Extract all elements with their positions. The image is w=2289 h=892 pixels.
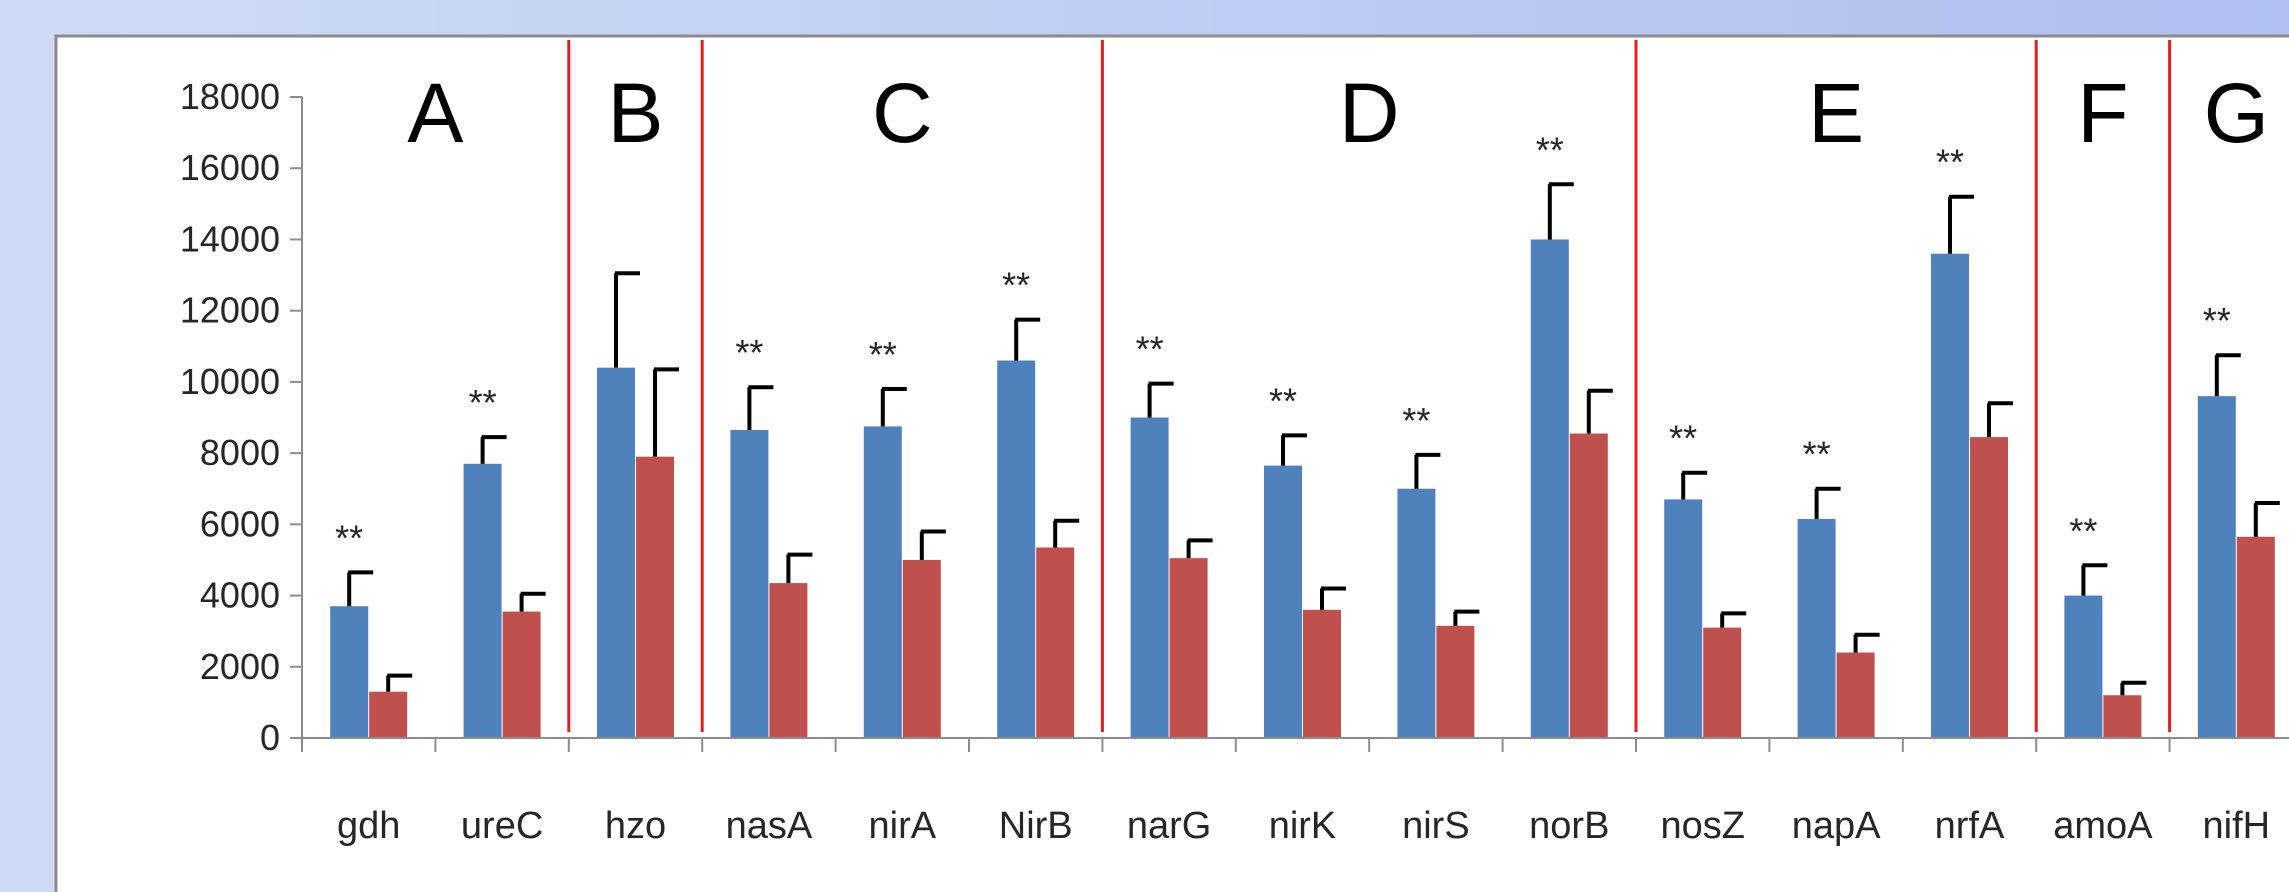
significance-marker: **	[1536, 129, 1564, 170]
significance-marker: **	[2203, 300, 2231, 341]
significance-marker: **	[1136, 329, 1164, 370]
group-label: F	[2077, 66, 2128, 160]
axes: 0 2000 4000 6000 8000 10000 12000 14000 16000 180…	[180, 76, 2289, 758]
x-tick-label: NirB	[999, 805, 1073, 847]
labels: gdh ureC hzo nasA nirA NirB narG nirK nirS norB no…	[335, 66, 2270, 847]
group-label: E	[1808, 66, 1864, 160]
y-tick-label: 0	[260, 717, 280, 758]
significance-marker: **	[1402, 400, 1430, 441]
bar	[1436, 625, 1475, 738]
bar	[1703, 627, 1742, 738]
bar	[2103, 695, 2142, 738]
bar	[2236, 536, 2275, 738]
x-tick-label: amoA	[2053, 805, 2153, 847]
y-tick-label: 6000	[200, 503, 280, 544]
bar	[1569, 433, 1608, 738]
y-tick-label: 16000	[180, 147, 280, 188]
group-label: C	[872, 66, 933, 160]
bar	[1797, 518, 1836, 738]
x-tick-label: gdh	[337, 805, 400, 847]
y-tick-label: 14000	[180, 218, 280, 259]
bar	[1303, 609, 1341, 738]
significance-marker: **	[1269, 380, 1297, 421]
x-tick-label: hzo	[605, 805, 666, 847]
bar	[1931, 253, 1969, 739]
y-tick-label: 8000	[200, 432, 280, 473]
x-tick-label: napA	[1792, 805, 1881, 847]
bar	[1397, 488, 1436, 738]
bar	[863, 426, 902, 738]
y-tick-label: 4000	[200, 575, 280, 616]
x-tick-label: nirK	[1269, 805, 1337, 847]
y-tick-label: 18000	[180, 76, 280, 117]
bar	[1664, 499, 1703, 738]
significance-marker: **	[1669, 418, 1697, 459]
plot-frame	[54, 34, 2289, 892]
significance-marker: **	[469, 382, 497, 423]
bar	[1836, 652, 1875, 738]
bar	[2064, 595, 2103, 738]
x-tick-label: nrfA	[1935, 805, 2005, 847]
error-bars	[347, 182, 2280, 696]
significance-marker: **	[1803, 434, 1831, 475]
bar	[1169, 558, 1208, 738]
significance-marker: **	[2069, 510, 2097, 551]
group-dividers	[567, 40, 2172, 732]
bar	[1530, 239, 1569, 738]
bar	[330, 606, 369, 738]
bar	[463, 463, 502, 738]
bar	[730, 429, 769, 738]
x-tick-label: nosZ	[1660, 805, 1744, 847]
x-tick-label: narG	[1127, 805, 1211, 847]
group-label: G	[2204, 66, 2269, 160]
group-label: D	[1339, 66, 1400, 160]
x-tick-label: nifH	[2203, 805, 2271, 847]
bar	[597, 367, 635, 738]
significance-marker: **	[735, 332, 763, 373]
bar	[369, 691, 408, 738]
significance-marker: **	[335, 517, 363, 558]
bars	[330, 239, 2275, 739]
bar	[1036, 547, 1075, 738]
x-tick-label: ureC	[461, 805, 543, 847]
bar	[636, 456, 674, 738]
significance-marker: **	[1002, 265, 1030, 306]
y-tick-label: 2000	[200, 646, 280, 687]
bar	[1264, 465, 1302, 738]
x-tick-label: norB	[1529, 805, 1609, 847]
x-tick-label: nasA	[726, 805, 813, 847]
y-tick-label: 12000	[180, 290, 280, 331]
x-tick-label: nirA	[869, 805, 937, 847]
group-label: B	[607, 66, 663, 160]
bar	[2197, 396, 2236, 738]
significance-marker: **	[869, 334, 897, 375]
bar	[1970, 437, 2008, 738]
bar	[902, 559, 941, 738]
y-tick-label: 10000	[180, 361, 280, 402]
bar	[997, 360, 1036, 738]
bar	[1130, 417, 1169, 738]
x-tick-label: nirS	[1402, 805, 1470, 847]
significance-marker: **	[1936, 142, 1964, 183]
bar	[769, 583, 808, 738]
group-label: A	[407, 66, 463, 160]
bar	[502, 611, 541, 738]
